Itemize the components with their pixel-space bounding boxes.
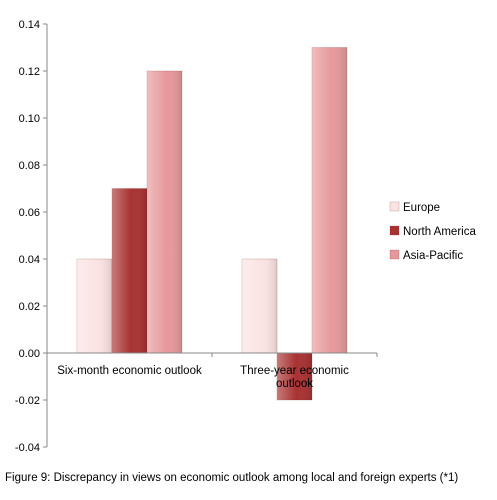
category-labels: Six-month economic outlook Three-year eco…	[57, 365, 349, 390]
legend-label-north-america: North America	[403, 226, 476, 238]
legend-label-europe: Europe	[403, 202, 440, 214]
bar-shading	[147, 71, 182, 353]
legend-label-asia-pacific: Asia-Pacific	[403, 250, 463, 262]
legend-swatch-asia-pacific	[389, 249, 400, 260]
y-tick-label: 0.12	[19, 66, 40, 78]
x-axis	[46, 352, 378, 357]
legend-swatch-north-america	[389, 225, 400, 236]
bar-shading	[77, 259, 112, 353]
bars	[76, 47, 348, 401]
bar-shading	[242, 259, 277, 353]
x-category-label: Six-month economic outlook	[57, 365, 202, 377]
y-axis: -0.04 -0.02 0.00 0.02 0.04 0.06 0.08 0.10 0.12 0.…	[15, 19, 48, 454]
y-tick-label: 0.00	[19, 348, 40, 360]
x-category-label: Three-year economic outlook	[240, 365, 349, 390]
y-tick-label: 0.08	[19, 160, 40, 172]
bar-shading	[312, 47, 347, 353]
legend: Europe North America Asia-Pacific	[389, 201, 476, 262]
figure-caption: Figure 9: Discrepancy in views on econom…	[5, 472, 459, 484]
y-tick-label: 0.10	[19, 113, 40, 125]
y-tick-label: -0.02	[15, 395, 40, 407]
bar-shading	[277, 353, 312, 400]
y-tick-label: 0.04	[19, 254, 40, 266]
y-tick-label: 0.14	[19, 19, 40, 31]
y-tick-label: -0.04	[15, 442, 40, 454]
y-tick-label: 0.06	[19, 207, 40, 219]
bar-shading	[112, 188, 147, 353]
legend-swatch-europe	[389, 201, 400, 212]
y-tick-label: 0.02	[19, 301, 40, 313]
bar-chart: -0.04 -0.02 0.00 0.02 0.04 0.06 0.08 0.10 0.12 0.…	[15, 19, 477, 454]
